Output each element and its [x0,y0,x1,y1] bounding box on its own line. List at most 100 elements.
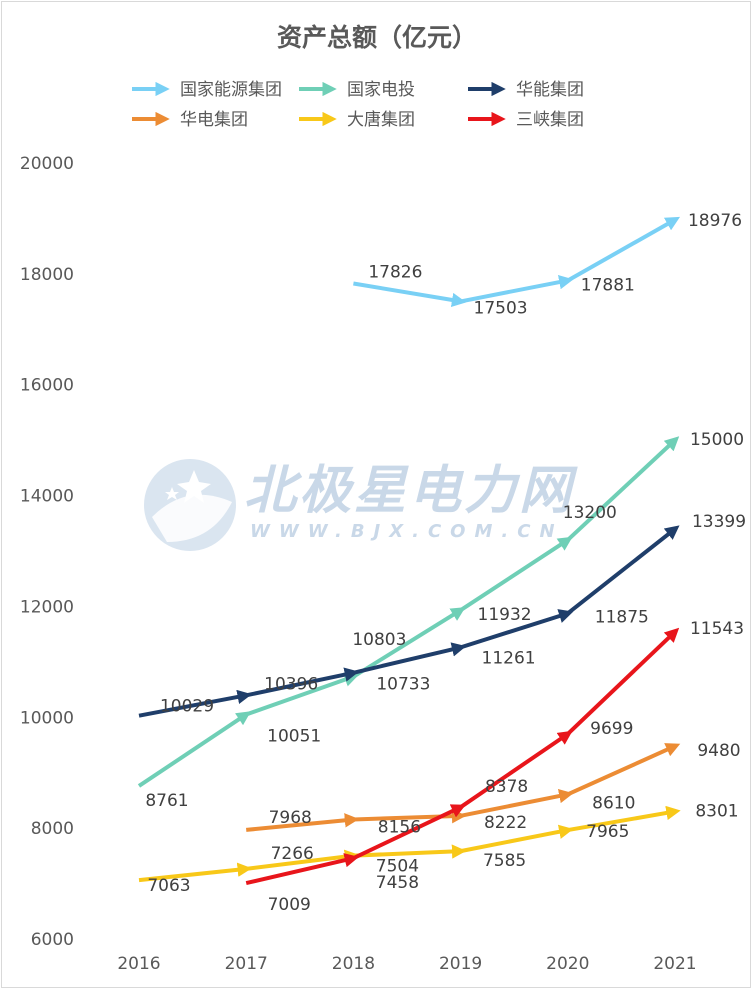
data-label: 7266 [271,844,314,864]
data-label: 13399 [692,512,746,532]
y-tick-label: 12000 [20,597,74,617]
line-segment [460,275,574,304]
line-segment [566,216,681,283]
data-label: 10803 [352,630,406,650]
y-tick-label: 8000 [31,819,74,839]
data-label: 8301 [695,801,738,821]
line-segment [138,689,252,718]
data-label: 7458 [376,873,419,893]
data-label: 11875 [595,607,649,627]
y-tick-label: 14000 [20,487,74,507]
series-line [138,525,680,718]
data-label: 15000 [690,430,744,450]
series-line [246,743,681,832]
line-segment [459,536,573,612]
data-label: 17826 [368,263,422,283]
line-segment [352,607,466,679]
data-label: 8761 [145,791,188,811]
data-label: 7063 [147,876,190,896]
line-segment [245,849,360,871]
line-segment [566,436,680,542]
legend-label: 华能集团 [516,80,584,100]
watermark-main-text: 北极星电力网 [244,461,578,521]
data-label: 8222 [484,813,527,833]
legend-item: 国家电投 [299,80,415,100]
series-line [138,805,681,883]
line-segment [459,609,574,650]
data-label: 18976 [688,211,742,231]
data-label: 7009 [268,895,311,915]
data-label: 11261 [482,648,536,668]
legend-label: 大唐集团 [347,109,415,130]
data-label: 8378 [485,777,528,797]
data-label: 7968 [269,808,312,828]
y-tick-label: 18000 [20,265,74,285]
data-label: 11932 [478,605,532,625]
line-segment [353,281,467,308]
data-label: 9480 [697,741,740,761]
data-label: 7585 [483,851,526,871]
line-segment [245,667,360,698]
line-segment [137,711,251,788]
series-line [245,627,680,886]
legend-item: 华电集团 [132,110,248,130]
axes: 6000 8000 10000 12000 14000 16000 18000 20000 20… [20,154,697,974]
line-segment [566,525,680,615]
line-segment [567,805,681,833]
line-segment [246,813,360,832]
star-logo-icon [144,459,236,551]
line-segment [245,672,359,717]
series [137,216,681,886]
chart-title: 资产总额（亿元） [277,23,477,52]
watermark: 北极星电力网 WWW.BJX.COM.CN [144,459,578,551]
y-tick-label: 16000 [20,376,74,396]
x-tick-label: 2020 [546,954,589,974]
series-line [353,216,681,308]
data-label: 10029 [160,697,214,717]
legend-item: 国家能源集团 [132,80,282,100]
watermark-sub-text: WWW.BJX.COM.CN [250,521,564,542]
legend-label: 国家电投 [347,80,415,100]
data-label: 11543 [690,619,744,639]
data-label: 17503 [474,298,528,318]
legend-label: 三峡集团 [516,110,584,130]
legend-label: 国家能源集团 [180,80,282,100]
x-tick-label: 2017 [225,954,268,974]
line-segment [460,788,574,818]
line-segment [459,730,573,809]
line-segment [566,627,680,736]
x-tick-label: 2016 [117,954,160,974]
data-label: 10396 [264,674,318,694]
line-segment [138,862,252,883]
data-label: 7965 [586,822,629,842]
x-tick-label: 2018 [332,954,375,974]
line-segment [352,804,466,860]
series-line [137,436,680,788]
line-segment [566,743,681,797]
y-tick-label: 6000 [31,930,74,950]
line-segment [245,853,360,886]
data-label: 9699 [590,719,633,739]
legend-item: 三峡集团 [468,110,584,130]
legend-label: 华电集团 [180,110,248,130]
data-label: 8156 [378,817,421,837]
line-segment [460,824,574,854]
data-label: 10051 [267,726,321,746]
y-tick-label: 10000 [20,708,74,728]
data-labels: 17826 17503 17881 18976 8761 10051 10733 11932 1… [145,211,746,915]
legend-item: 华能集团 [468,80,584,100]
y-tick-label: 20000 [20,154,74,174]
data-label: 17881 [581,275,635,295]
line-segment [352,642,467,675]
x-tick-label: 2021 [653,954,696,974]
line-segment [353,844,467,859]
data-label: 7504 [376,857,419,877]
x-tick-label: 2019 [439,954,482,974]
data-label: 8610 [592,793,635,813]
legend-item: 大唐集团 [299,109,415,130]
data-label: 10733 [376,675,430,695]
data-label: 13200 [563,503,617,523]
